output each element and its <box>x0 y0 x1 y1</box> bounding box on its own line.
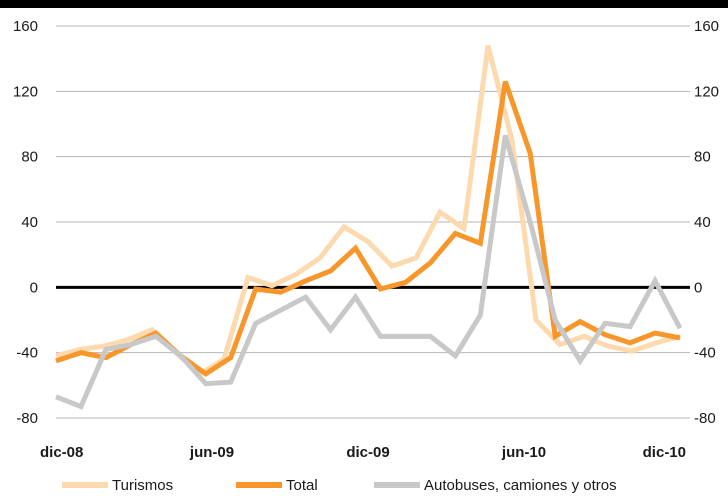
series-lines <box>55 44 683 410</box>
y-tick-label-left: -80 <box>16 410 38 427</box>
x-tick-label: jun-10 <box>501 444 546 461</box>
y-tick-label-right: -80 <box>694 410 716 427</box>
y-tick-label-left: -40 <box>16 345 38 362</box>
y-tick-label-left: 80 <box>21 149 38 166</box>
x-tick-label: dic-09 <box>346 444 389 461</box>
y-tick-label-right: 120 <box>694 83 719 100</box>
y-tick-label-left: 120 <box>13 83 38 100</box>
top-band <box>0 0 728 8</box>
y-tick-label-right: 0 <box>694 279 702 296</box>
series-line-autobuses-camiones-y <box>55 134 683 410</box>
gridlines <box>56 25 690 419</box>
legend-label-autobuses-camiones-y: Autobuses, camiones y otros <box>424 477 617 494</box>
y-tick-label-right: 80 <box>694 149 711 166</box>
x-tick-label: jun-09 <box>189 444 234 461</box>
y-tick-label-left: 40 <box>21 214 38 231</box>
y-tick-label-left: 160 <box>13 18 38 35</box>
legend-label-turismos: Turismos <box>112 477 173 494</box>
x-tick-label: dic-10 <box>643 444 686 461</box>
legend: Turismos Total Autobuses, camiones y otros <box>62 477 617 494</box>
y-tick-label-left: 0 <box>30 279 38 296</box>
y-tick-label-right: -40 <box>694 345 716 362</box>
legend-label-total: Total <box>286 477 318 494</box>
y-tick-label-right: 40 <box>694 214 711 231</box>
y-tick-label-right: 160 <box>694 18 719 35</box>
x-tick-label: dic-08 <box>40 444 83 461</box>
